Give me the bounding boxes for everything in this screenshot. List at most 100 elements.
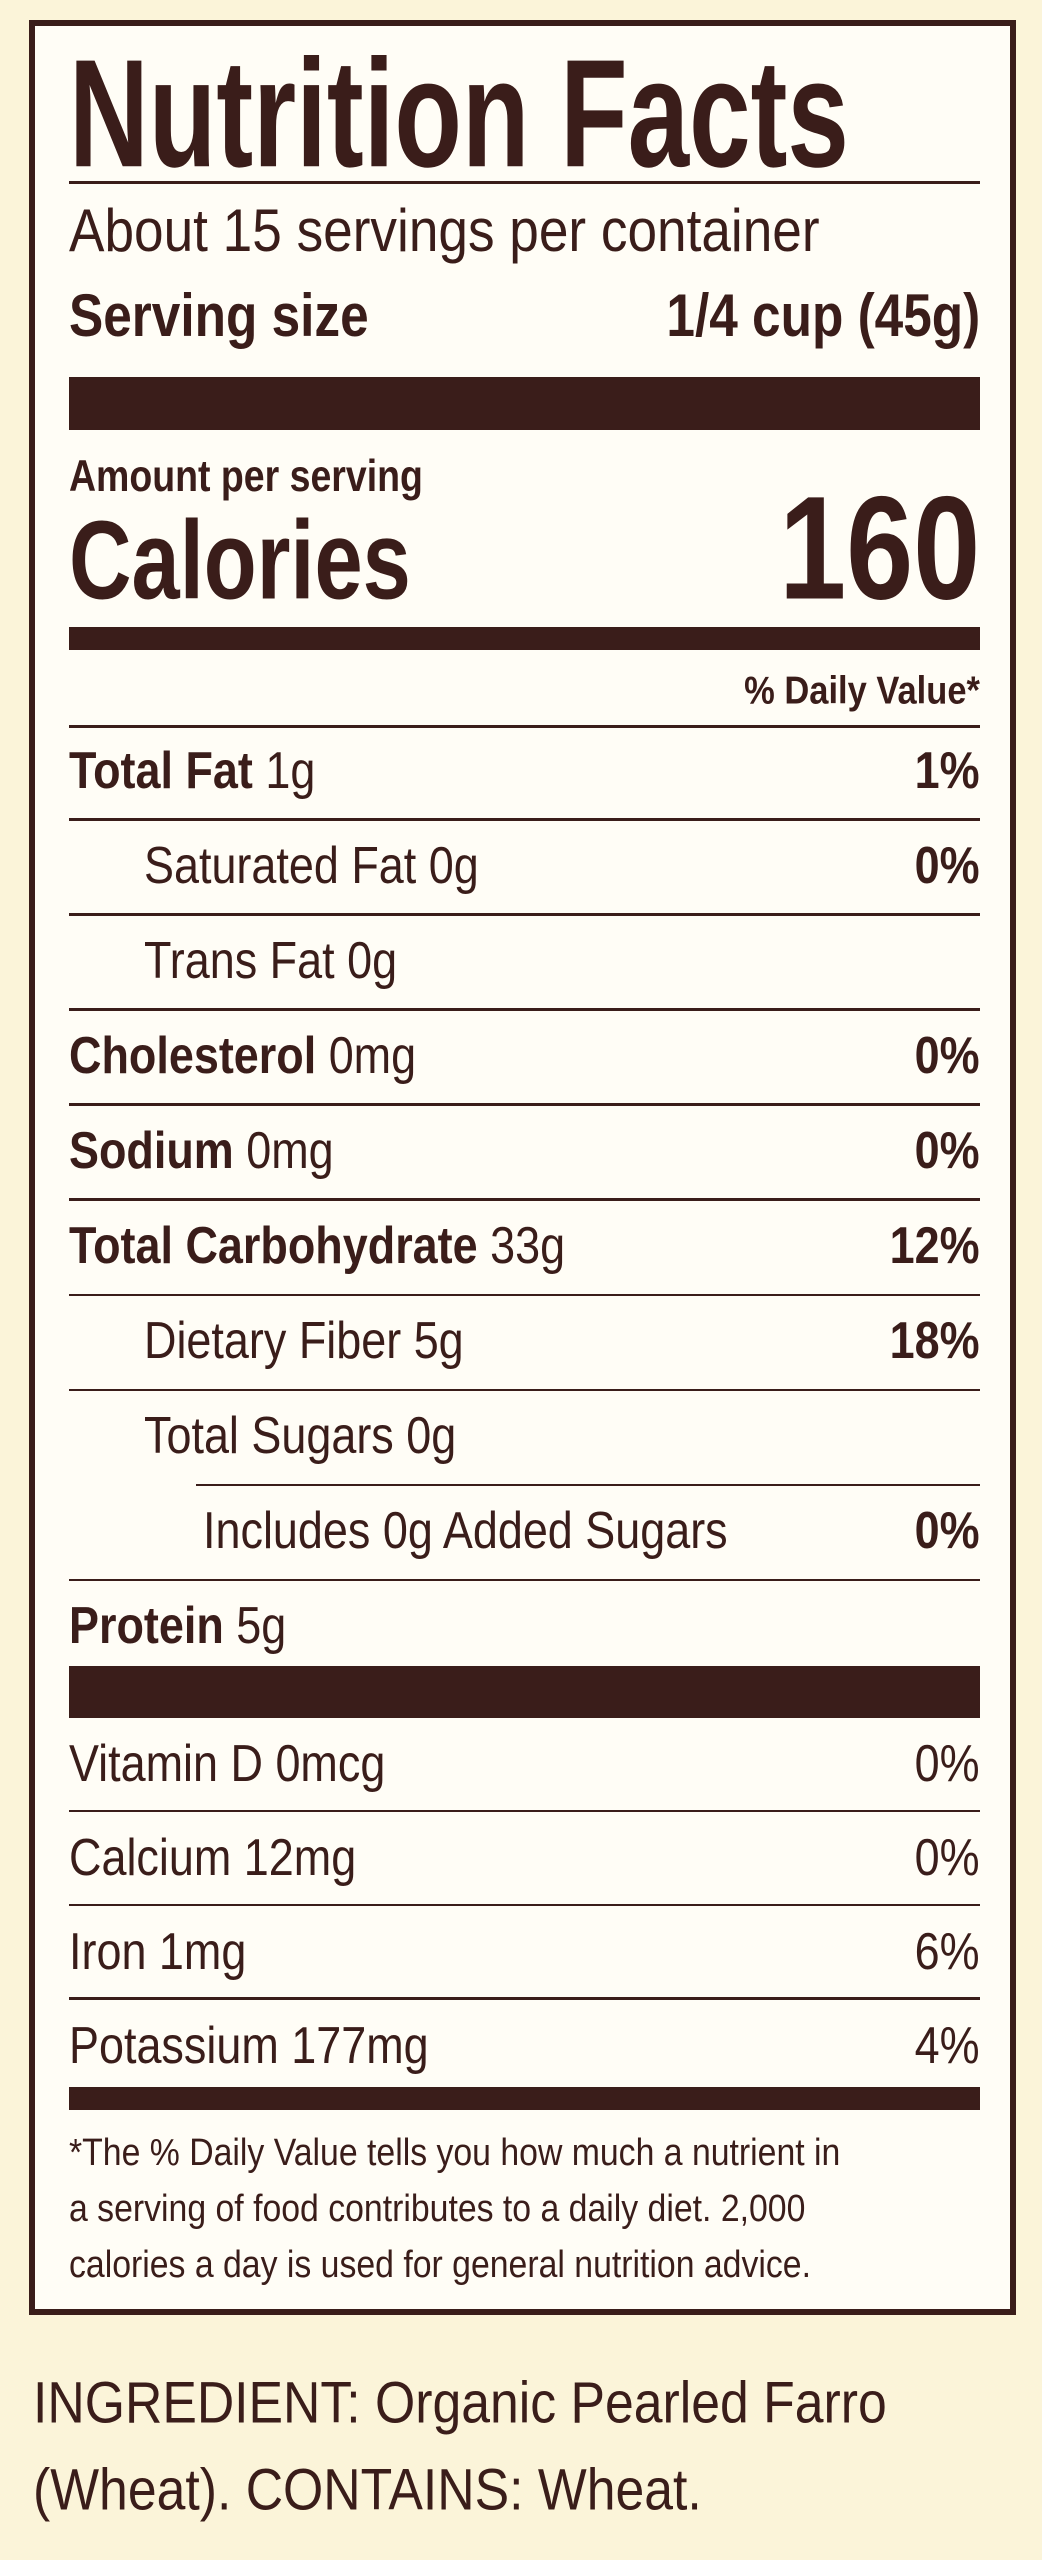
nutrient-name: Total Sugars 0g [144, 1410, 456, 1462]
rule [68, 627, 980, 651]
text: Protein [68, 1597, 224, 1656]
text: Saturated Fat [143, 836, 416, 895]
rule [68, 1103, 980, 1106]
text: About 15 servings per container [68, 196, 820, 265]
text: Nutrition Facts [68, 27, 849, 200]
text: 4% [914, 2016, 980, 2075]
servings: About 15 servings per container [69, 200, 820, 260]
text: % Daily Value* [744, 669, 980, 713]
rule [68, 1997, 980, 2000]
text: Total Carbohydrate [68, 1217, 478, 1276]
ingredient-line: INGREDIENT: Organic Pearled Farro [33, 2374, 887, 2434]
rule [68, 1008, 980, 1011]
calories-label: Calories [69, 505, 411, 616]
text: 0g [428, 836, 479, 895]
text: INGREDIENT: Organic Pearled Farro [32, 2370, 887, 2436]
text: 0mg [245, 1121, 334, 1180]
nutrient-dv: 0% [915, 1125, 980, 1177]
vitamin-name: Potassium 177mg [69, 2019, 429, 2071]
text: 12% [890, 1217, 980, 1276]
dv-header: % Daily Value* [744, 671, 980, 710]
text: Vitamin D 0mcg [68, 1734, 385, 1793]
text: Potassium 177mg [68, 2016, 429, 2075]
text: Amount per serving [68, 451, 423, 501]
footnote-line: *The % Daily Value tells you how much a … [69, 2133, 840, 2172]
title: Nutrition Facts [69, 37, 849, 192]
text: calories a day is used for general nutri… [68, 2243, 811, 2286]
text: Dietary Fiber [143, 1312, 401, 1371]
text: 0% [914, 1734, 980, 1793]
text: (Wheat). CONTAINS: Wheat. [32, 2457, 702, 2523]
nutrient-name: Cholesterol 0mg [69, 1030, 416, 1082]
text: Total Sugars [143, 1407, 394, 1466]
footnote-line: calories a day is used for general nutri… [68, 2243, 811, 2286]
text: Iron 1mg [68, 1922, 246, 1981]
rule [68, 1198, 980, 1201]
nutrient-name: Total Carbohydrate 33g [69, 1220, 565, 1272]
text: 0g [405, 1407, 456, 1466]
rule [68, 1388, 980, 1391]
nutrient-dv: 0% [915, 1505, 980, 1557]
rule [68, 818, 980, 821]
text: 0mg [328, 1026, 416, 1085]
text: Includes [202, 1502, 370, 1561]
serving-size-value: 1/4 cup (45g) [666, 285, 980, 345]
text: Total Fat [68, 741, 253, 800]
nutrient-name: Sodium 0mg [69, 1125, 334, 1177]
text: 1g [264, 741, 315, 800]
text: Sodium [68, 1121, 234, 1180]
nutrient-dv: 18% [890, 1315, 980, 1367]
nutrient-dv: 1% [915, 745, 980, 797]
footnote-line: a serving of food contributes to a daily… [68, 2187, 805, 2230]
rule [68, 1903, 980, 1906]
text: Trans Fat [143, 931, 335, 990]
rule [68, 377, 980, 430]
text: Calories [68, 497, 411, 623]
nutrient-dv: 0% [915, 1030, 980, 1082]
text: Cholesterol [68, 1026, 316, 1085]
text: 33g [489, 1217, 565, 1276]
rule [68, 1665, 980, 1719]
serving-size-label: Serving size [69, 285, 369, 345]
text: 0g [346, 931, 397, 990]
ingredient-line: (Wheat). CONTAINS: Wheat. [33, 2460, 702, 2520]
text: 1/4 cup (45g) [666, 280, 980, 349]
text: Calcium 12mg [68, 1828, 356, 1887]
nutrient-name: Total Fat 1g [69, 745, 315, 797]
text: a serving of food contributes to a daily… [68, 2187, 805, 2230]
calories-value: 160 [779, 475, 980, 622]
nutrient-name: Saturated Fat 0g [144, 840, 479, 892]
vitamin-dv: 4% [915, 2019, 980, 2071]
nutrient-name: Includes 0g Added Sugars [203, 1505, 728, 1557]
nutrient-name: Trans Fat 0g [144, 935, 397, 987]
rule [68, 2087, 980, 2111]
vitamin-name: Calcium 12mg [69, 1832, 356, 1884]
text: 0% [914, 1828, 980, 1887]
text: 5g [235, 1597, 286, 1656]
nutrient-dv: 0% [915, 840, 980, 892]
rule [68, 1578, 980, 1582]
rule [68, 1809, 980, 1813]
vitamin-dv: 6% [915, 1925, 980, 1978]
text: 160 [778, 466, 980, 631]
text: 0% [914, 1026, 980, 1085]
rule [195, 1483, 980, 1487]
vitamin-dv: 0% [915, 1738, 980, 1790]
amount-per-serving: Amount per serving [68, 451, 423, 501]
nutrient-name: Dietary Fiber 5g [144, 1315, 464, 1367]
text: 0g Added Sugars [382, 1502, 728, 1561]
rule [68, 725, 980, 728]
text: 0% [914, 836, 980, 895]
text: 5g [413, 1312, 464, 1371]
text: 0% [914, 1502, 980, 1561]
rule [68, 913, 980, 916]
text: 1% [914, 741, 980, 800]
nutrient-name: Protein 5g [69, 1600, 286, 1652]
nutrient-dv: 12% [890, 1220, 980, 1272]
text: 0% [914, 1121, 980, 1180]
rule [68, 181, 980, 184]
vitamin-name: Iron 1mg [68, 1922, 246, 1981]
vitamin-dv: 0% [915, 1832, 980, 1884]
text: Serving size [68, 280, 369, 349]
